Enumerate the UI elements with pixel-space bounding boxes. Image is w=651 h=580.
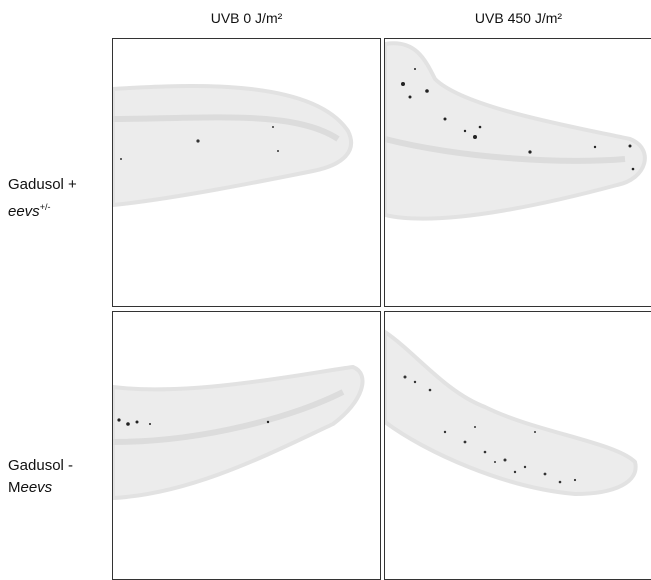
embryo-image: [385, 312, 651, 579]
gene-name: eevs: [8, 203, 40, 220]
embryo-image: [113, 39, 380, 306]
row-label: Gadusol - Meevs: [8, 455, 73, 499]
column-header: UVB 450 J/m²: [384, 10, 651, 26]
row-label-line: eevs+/-: [8, 196, 77, 223]
column-header: UVB 0 J/m²: [112, 10, 381, 26]
image-panel: [384, 311, 651, 580]
row-label-line: Meevs: [8, 477, 73, 499]
embryo-image: [385, 39, 651, 306]
image-panel: [112, 311, 381, 580]
image-panel: [112, 38, 381, 307]
image-panel: [384, 38, 651, 307]
embryo-image: [113, 312, 380, 579]
prefix: M: [8, 479, 21, 496]
row-label-line: Gadusol -: [8, 455, 73, 477]
figure: UVB 0 J/m² UVB 450 J/m² Gadusol + eevs+/…: [0, 0, 651, 580]
gene-name: eevs: [21, 479, 53, 496]
row-label-line: Gadusol +: [8, 174, 77, 196]
genotype: +/-: [40, 202, 51, 212]
row-label: Gadusol + eevs+/-: [8, 174, 77, 223]
